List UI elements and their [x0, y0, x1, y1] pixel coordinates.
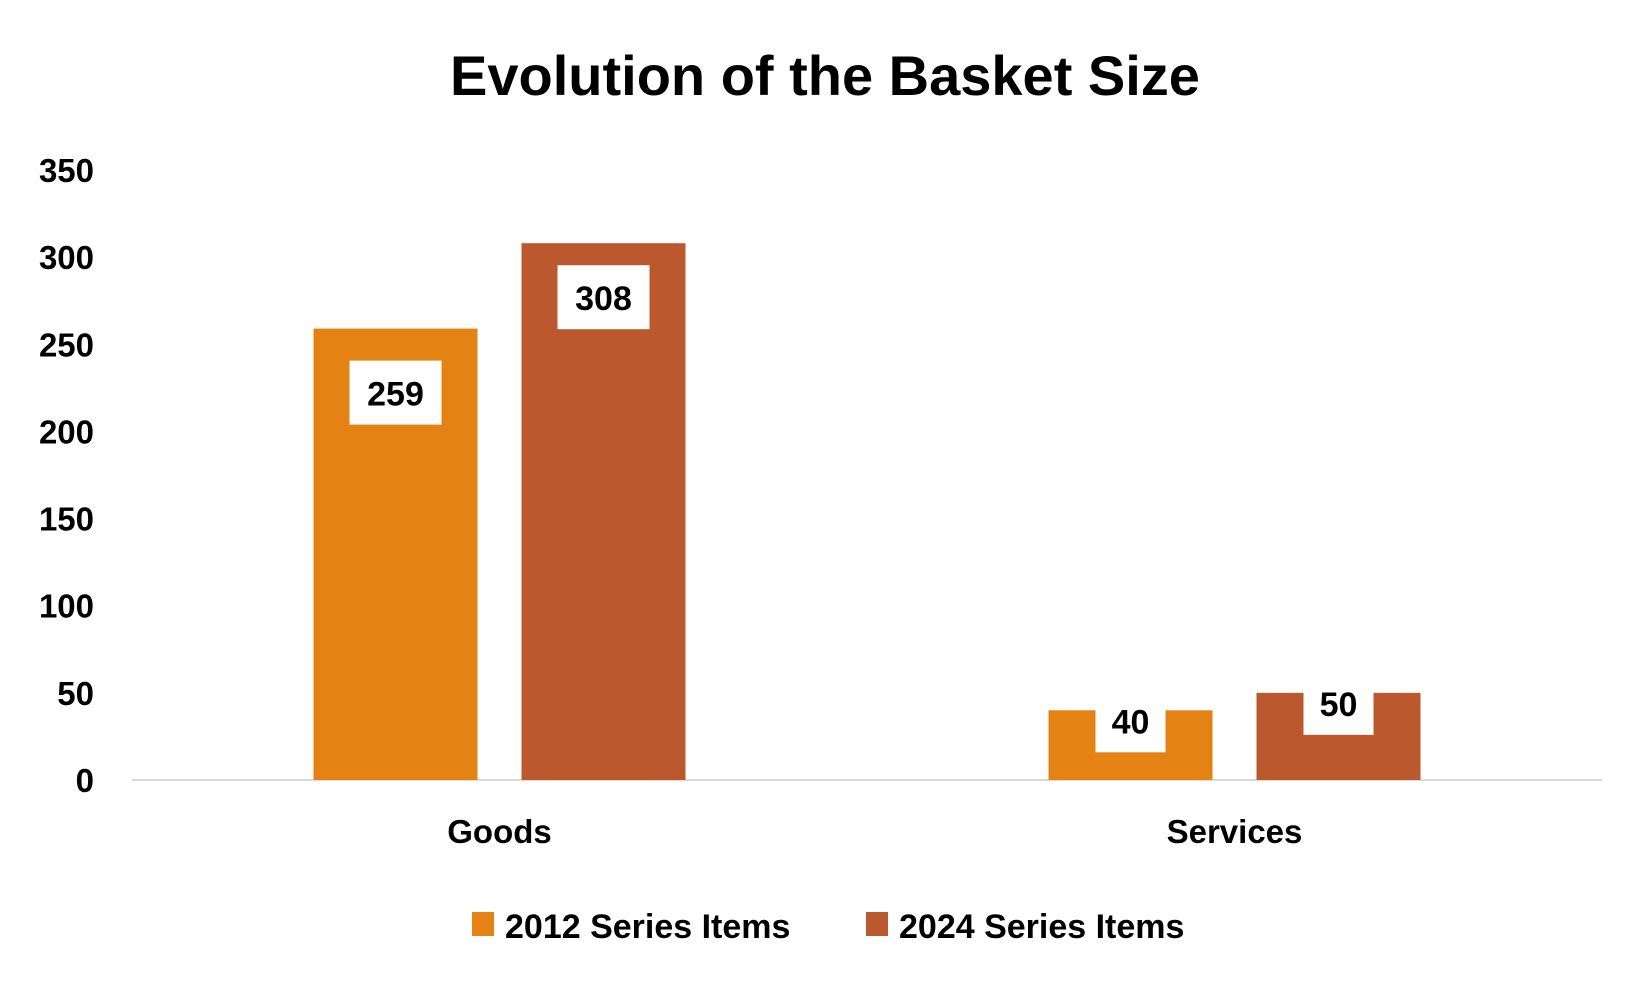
data-label: 40: [1112, 703, 1150, 741]
data-label-box: [349, 360, 442, 425]
x-tick-label: Services: [1167, 813, 1303, 850]
chart-title: Evolution of the Basket Size: [450, 44, 1200, 107]
y-tick-label: 350: [39, 152, 94, 189]
y-tick-label: 0: [76, 762, 94, 799]
category-labels: Goods Services: [447, 813, 1302, 850]
data-label-box: [1303, 670, 1374, 735]
y-tick-label: 300: [39, 239, 94, 276]
legend-label: 2024 Series Items: [899, 908, 1184, 946]
y-tick-label: 100: [39, 588, 94, 625]
y-tick-label: 150: [39, 501, 94, 538]
legend-swatch: [472, 912, 494, 936]
legend: 2012 Series Items 2024 Series Items: [472, 908, 1184, 946]
y-tick-label: 50: [57, 675, 94, 712]
data-label-box: [557, 265, 650, 330]
y-tick-label: 200: [39, 413, 94, 450]
legend-label: 2012 Series Items: [505, 908, 790, 946]
data-label: 50: [1320, 686, 1358, 724]
y-tick-label: 250: [39, 326, 94, 363]
bar-group: 259 308 40 50: [313, 243, 1421, 780]
data-label: 259: [367, 376, 424, 414]
x-tick-label: Goods: [447, 813, 552, 850]
data-label: 308: [575, 280, 632, 318]
y-axis-ticks: 0 50 100 150 200 250 300 350: [39, 152, 94, 799]
legend-swatch: [866, 912, 888, 936]
bar-goods-series-2: [521, 243, 686, 780]
data-label-box: [1095, 688, 1166, 753]
